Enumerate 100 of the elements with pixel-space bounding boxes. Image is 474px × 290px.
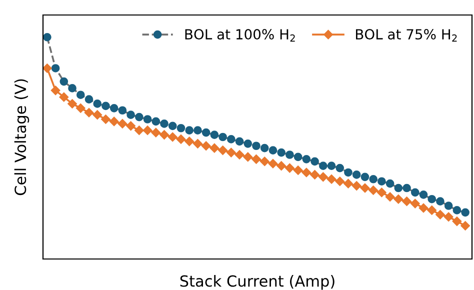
point (84, 108, 94, 118)
point (394, 184, 403, 192)
point (59, 92, 69, 102)
point (201, 141, 211, 150)
point (268, 158, 278, 168)
point (402, 184, 411, 192)
point (160, 130, 169, 140)
point (352, 181, 362, 190)
point (418, 203, 428, 213)
point (176, 124, 186, 132)
point (43, 64, 52, 73)
point (310, 157, 319, 166)
point (92, 110, 102, 120)
point (68, 99, 77, 108)
point (143, 115, 152, 124)
point (276, 161, 286, 170)
point (218, 146, 228, 155)
point (460, 221, 470, 230)
point (226, 135, 236, 144)
point (60, 77, 68, 86)
point (385, 192, 395, 202)
point (302, 155, 311, 164)
point (352, 170, 361, 179)
point (210, 130, 219, 139)
point (118, 119, 128, 128)
point (68, 84, 76, 92)
point (102, 102, 110, 110)
point (277, 148, 286, 157)
point (427, 206, 436, 215)
point (378, 177, 386, 186)
point (336, 164, 344, 172)
legend-label: BOL at 100% H$_{2}$ (185, 29, 295, 42)
point (419, 190, 428, 199)
legend-label: BOL at 75% H$_{2}$ (356, 29, 457, 42)
point (335, 176, 344, 186)
point (286, 150, 294, 159)
point (428, 194, 436, 204)
point (234, 150, 244, 160)
point (344, 168, 352, 177)
point (368, 186, 378, 195)
point (193, 139, 202, 148)
point (402, 196, 412, 206)
point (76, 104, 86, 113)
point (360, 172, 370, 182)
point (210, 143, 220, 153)
point (152, 117, 160, 126)
point (185, 126, 194, 135)
point (344, 178, 353, 188)
point (410, 198, 420, 208)
point (126, 121, 136, 131)
point (142, 126, 152, 135)
point (310, 170, 320, 180)
point (360, 183, 370, 193)
point (369, 174, 378, 184)
point (160, 120, 168, 128)
point (285, 163, 294, 173)
point (118, 106, 127, 115)
point (302, 168, 312, 178)
point (93, 100, 102, 108)
point (126, 110, 135, 119)
point (184, 136, 194, 146)
point (176, 134, 186, 144)
point (76, 90, 85, 100)
point (109, 116, 119, 126)
point (243, 152, 253, 162)
point (235, 137, 244, 146)
point (260, 156, 270, 166)
point (168, 132, 178, 142)
point (43, 33, 52, 42)
point (436, 210, 445, 220)
point (218, 132, 227, 142)
point (394, 194, 404, 204)
point (327, 162, 336, 170)
point (318, 162, 328, 170)
point (101, 114, 110, 124)
point (134, 126, 144, 135)
point (168, 122, 177, 130)
point (444, 202, 453, 210)
x-axis-title: Stack Current (Amp) (180, 274, 334, 290)
point (110, 104, 118, 112)
point (436, 197, 444, 206)
point (84, 95, 94, 104)
point (50, 86, 60, 96)
point (386, 179, 394, 188)
point (151, 128, 161, 138)
point (452, 216, 462, 226)
point (377, 188, 386, 198)
point (268, 146, 278, 154)
point (294, 152, 302, 162)
point (202, 128, 210, 137)
point (260, 144, 269, 152)
point (326, 174, 336, 184)
point (244, 139, 252, 148)
point (444, 212, 454, 222)
point (293, 166, 303, 175)
point (226, 148, 236, 158)
point (51, 64, 60, 72)
point (410, 188, 420, 197)
point (452, 206, 462, 214)
point (318, 172, 328, 182)
